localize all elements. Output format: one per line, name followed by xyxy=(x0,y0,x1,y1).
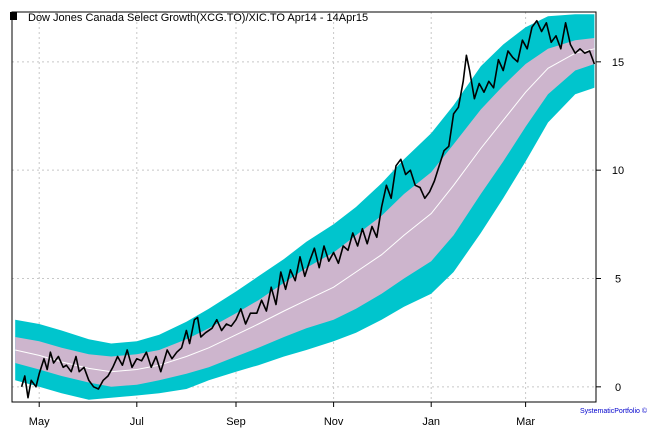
band-layer xyxy=(15,14,595,400)
axis-layer: 0 5 10 15 May Jul Sep Nov Jan Mar xyxy=(29,57,624,428)
outer-band xyxy=(15,14,595,400)
legend-swatch xyxy=(10,12,17,20)
credit-label: SystematicPortfolio © xyxy=(580,407,648,415)
x-tick-label: Jan xyxy=(422,416,440,428)
x-tick-label: Sep xyxy=(226,416,246,428)
y-tick-label: 5 xyxy=(615,274,621,286)
x-tick-label: Mar xyxy=(516,416,535,428)
x-tick-label: Nov xyxy=(324,416,344,428)
x-tick-label: Jul xyxy=(130,416,144,428)
y-tick-label: 0 xyxy=(615,382,621,394)
legend: Dow Jones Canada Select Growth(XCG.TO)/X… xyxy=(10,12,368,24)
plot-frame xyxy=(11,11,597,403)
line-layer xyxy=(15,19,596,399)
inner-band xyxy=(15,38,595,387)
y-tick-label: 15 xyxy=(612,57,624,69)
x-tick-label: May xyxy=(29,416,50,428)
price-line xyxy=(20,19,596,399)
y-tick-label: 10 xyxy=(612,165,624,177)
chart-title: Dow Jones Canada Select Growth(XCG.TO)/X… xyxy=(28,12,368,24)
